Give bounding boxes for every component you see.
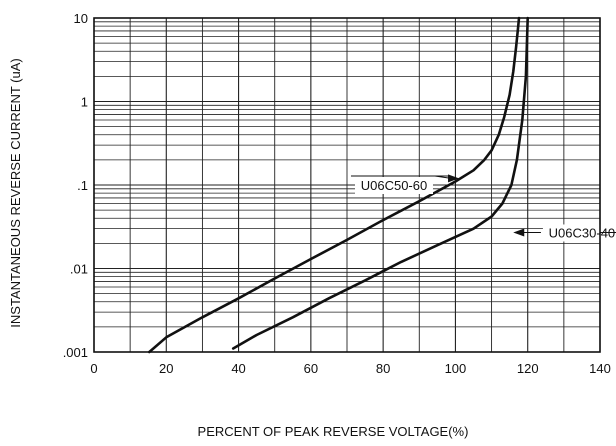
y-tick-label: .001 <box>63 345 88 360</box>
y-axis-label: INSTANTANEOUS REVERSE CURRENT (uA) <box>8 58 23 327</box>
y-tick-label: 1 <box>81 95 88 110</box>
chart-grid <box>93 18 601 353</box>
annotation-label-background <box>354 177 433 194</box>
annotation-label-background <box>542 224 616 242</box>
y-tick-labels: 10 1 .1 .01 .001 <box>63 11 88 360</box>
x-axis-label: PERCENT OF PEAK REVERSE VOLTAGE(%) <box>198 424 469 439</box>
series-line-1 <box>231 16 529 350</box>
x-tick-label: 80 <box>376 361 390 376</box>
annotation-arrowhead <box>513 228 525 237</box>
series-annotation-1: U06C30-40 <box>513 224 616 242</box>
x-tick-label: 20 <box>159 361 173 376</box>
chart-series <box>148 16 529 354</box>
y-tick-label: 10 <box>74 11 88 26</box>
x-tick-label: 40 <box>231 361 245 376</box>
series-annotation-label: U06C30-40 <box>549 225 616 240</box>
annotation-arrowhead <box>448 174 460 183</box>
x-tick-label: 0 <box>90 361 97 376</box>
x-tick-label: 100 <box>445 361 467 376</box>
series-annotation-label: U06C50-60 <box>361 178 428 193</box>
chart-annotations: U06C50-60 U06C30-40 <box>350 174 616 242</box>
y-tick-label: .01 <box>70 262 88 277</box>
x-tick-labels: 0 20 40 60 80 100 120 140 <box>90 361 610 376</box>
series-line-0 <box>148 16 521 354</box>
plot-frame <box>93 17 601 353</box>
x-tick-label: 120 <box>517 361 539 376</box>
x-tick-label: 60 <box>304 361 318 376</box>
y-tick-label: .1 <box>77 178 88 193</box>
x-tick-label: 140 <box>589 361 611 376</box>
series-annotation-0: U06C50-60 <box>350 174 460 194</box>
